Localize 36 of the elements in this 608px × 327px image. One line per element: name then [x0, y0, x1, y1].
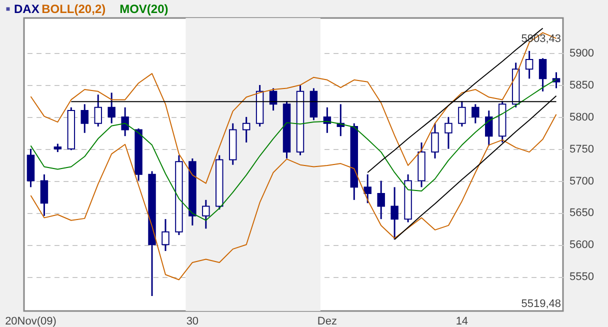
- line-series: [30, 114, 557, 280]
- y-tick-label: 5800: [570, 111, 594, 124]
- candlestick: [485, 110, 493, 146]
- candlestick: [108, 92, 116, 124]
- candlestick: [472, 103, 480, 124]
- candlestick: [552, 72, 560, 89]
- candlestick: [431, 122, 439, 160]
- candlestick: [242, 116, 250, 144]
- x-tick-label: 20Nov(09): [5, 316, 56, 327]
- x-tick-label: Dez: [317, 316, 337, 327]
- x-tick-label: 14: [456, 316, 468, 327]
- candlestick: [162, 218, 170, 252]
- candlestick: [377, 180, 385, 220]
- candlestick: [94, 94, 102, 128]
- candlestick: [40, 174, 48, 217]
- candlestick: [444, 116, 452, 150]
- x-tick-label: 30: [186, 316, 199, 327]
- text: MOV(20): [120, 2, 168, 16]
- y-tick-label: 5700: [570, 175, 594, 188]
- y-tick-label: 5600: [570, 239, 594, 252]
- annotation: 5519,48: [521, 298, 561, 310]
- candlestick: [80, 103, 89, 134]
- candlestick: [390, 186, 398, 240]
- candlestick: [525, 50, 534, 80]
- candlestick: [121, 106, 129, 137]
- candlestick: [364, 174, 372, 204]
- y-tick-label: 5850: [570, 80, 594, 92]
- legend-label: DAX: [14, 2, 40, 16]
- y-tick-label: 5750: [570, 143, 594, 156]
- y-tick-label: 5650: [570, 207, 594, 220]
- candlestick: [458, 100, 466, 128]
- text: BOLL(20,2): [42, 2, 106, 16]
- candlestick: [538, 57, 547, 92]
- y-tick-label: 5550: [570, 271, 594, 284]
- candlestick: [202, 199, 210, 230]
- y-tick-label: 5900: [570, 48, 594, 60]
